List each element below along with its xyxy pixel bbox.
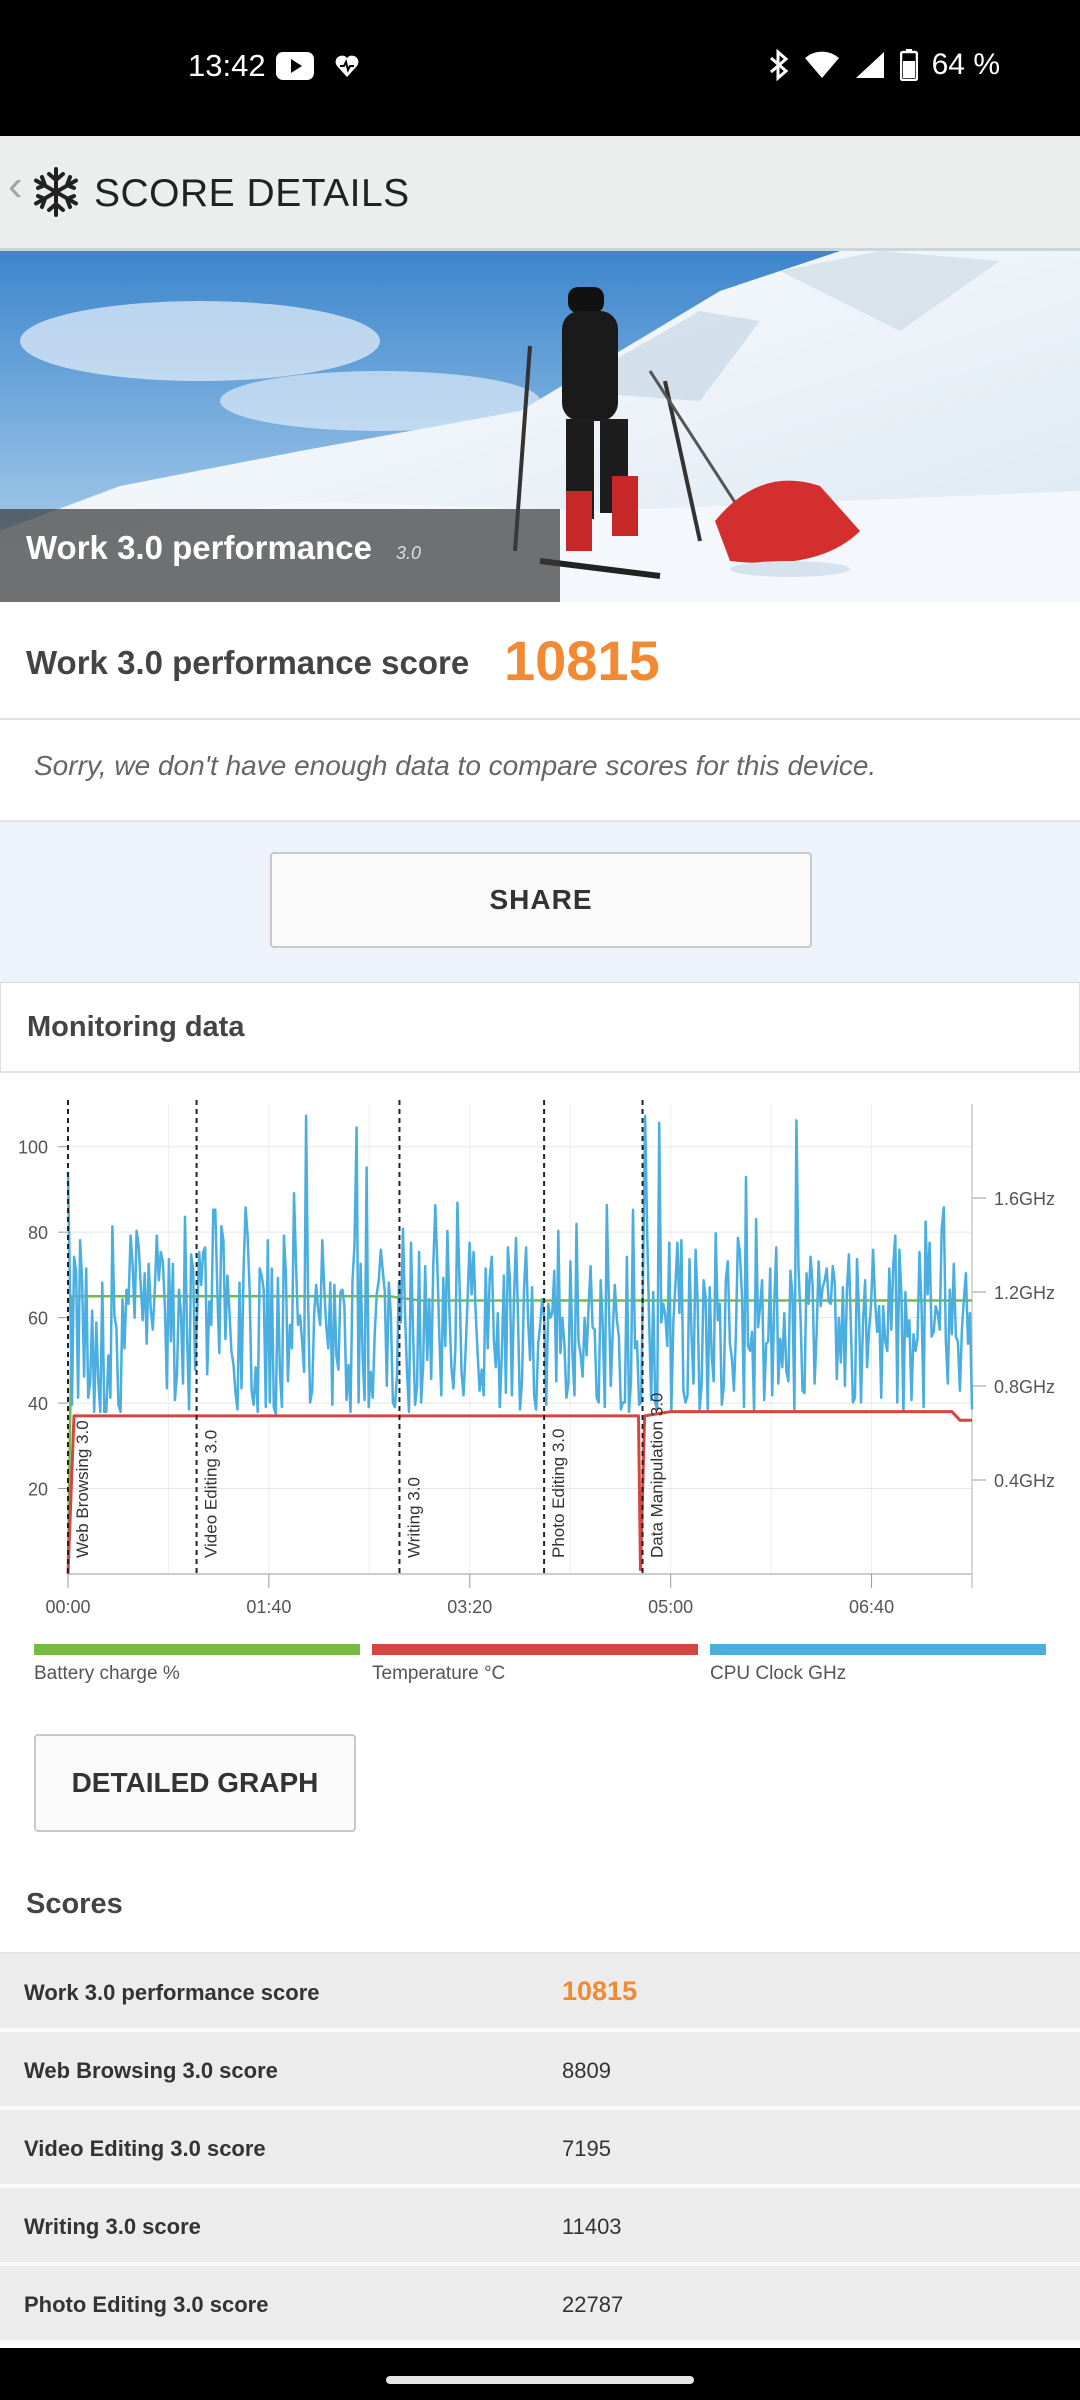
page-title: SCORE DETAILS xyxy=(94,172,410,215)
hero-caption xyxy=(0,509,560,602)
performance-score-label: Work 3.0 performance score xyxy=(26,644,470,681)
y-right-tick-label: 0.4GHz xyxy=(994,1471,1055,1491)
status-time: 13:42 xyxy=(188,48,266,83)
x-tick-label: 00:00 xyxy=(45,1597,90,1617)
legend-battery-swatch xyxy=(34,1644,360,1655)
navigation-bar xyxy=(0,2348,1080,2400)
share-section: SHARE xyxy=(0,822,1080,982)
table-row: Writing 3.0 score 11403 xyxy=(0,2188,1080,2266)
phase-marker-label: Photo Editing 3.0 xyxy=(549,1429,568,1558)
series-cpu-clock-line xyxy=(66,1114,974,1416)
y-left-tick-label: 20 xyxy=(28,1480,48,1500)
score-value: 7195 xyxy=(562,2136,611,2161)
compare-note: Sorry, we don't have enough data to comp… xyxy=(0,720,1080,822)
performance-score-row: Work 3.0 performance score 10815 xyxy=(0,602,1080,720)
score-name: Photo Editing 3.0 score xyxy=(24,2292,269,2317)
score-name: Video Editing 3.0 score xyxy=(24,2136,266,2161)
x-tick-label: 03:20 xyxy=(447,1597,492,1617)
y-right-tick-label: 1.6GHz xyxy=(994,1189,1055,1209)
score-name: Web Browsing 3.0 score xyxy=(24,2058,278,2083)
legend-battery: Battery charge % xyxy=(34,1644,360,1700)
cell-signal-icon xyxy=(855,52,884,78)
table-row: Video Editing 3.0 score 7195 xyxy=(0,2110,1080,2188)
detailed-graph-button[interactable]: DETAILED GRAPH xyxy=(34,1734,356,1832)
legend-temperature-swatch xyxy=(372,1644,698,1655)
score-value: 8809 xyxy=(562,2058,611,2083)
legend-cpu-label: CPU Clock GHz xyxy=(710,1663,847,1684)
phase-marker-label: Web Browsing 3.0 xyxy=(73,1420,92,1558)
system-icons: 64 % xyxy=(768,48,1000,82)
x-tick-label: 01:40 xyxy=(246,1597,291,1617)
phase-marker-label: Data Manipulation 3.0 xyxy=(648,1393,667,1558)
y-right-tick-label: 0.8GHz xyxy=(994,1377,1055,1397)
table-row: Web Browsing 3.0 score 8809 xyxy=(0,2032,1080,2110)
monitoring-title: Monitoring data xyxy=(27,1011,245,1043)
scores-table: Work 3.0 performance score 10815 Web Bro… xyxy=(0,1954,1080,2344)
legend-cpu: CPU Clock GHz xyxy=(710,1644,1046,1700)
snowflake-icon[interactable] xyxy=(30,166,82,218)
score-value: 22787 xyxy=(562,2292,624,2317)
wifi-icon xyxy=(804,51,839,78)
table-row: Work 3.0 performance score 10815 xyxy=(0,1954,1080,2032)
notification-icons xyxy=(276,52,360,80)
performance-score-value: 10815 xyxy=(504,629,660,692)
home-gesture-handle[interactable] xyxy=(386,2376,694,2384)
heart-icon xyxy=(335,55,359,77)
skier-figure xyxy=(513,287,860,579)
y-left-tick-label: 80 xyxy=(28,1223,48,1243)
hero-version: 3.0 xyxy=(396,543,422,563)
score-name: Work 3.0 performance score xyxy=(24,1980,320,2005)
share-button[interactable]: SHARE xyxy=(270,852,812,948)
x-tick-label: 05:00 xyxy=(648,1597,693,1617)
back-chevron-icon[interactable]: ‹ xyxy=(8,161,23,210)
score-value: 10815 xyxy=(562,1976,638,2006)
scores-header: Scores xyxy=(0,1860,1080,1954)
y-left-tick-label: 100 xyxy=(18,1138,48,1158)
compare-note-text: Sorry, we don't have enough data to comp… xyxy=(34,750,877,781)
y-right-tick-label: 1.2GHz xyxy=(994,1283,1055,1303)
y-left-tick-label: 40 xyxy=(28,1394,48,1414)
battery-icon xyxy=(899,49,918,81)
app-bar: ‹ SCORE DETAILS xyxy=(0,136,1080,251)
hero-title: Work 3.0 performance xyxy=(26,529,373,566)
hero-banner: Work 3.0 performance 3.0 xyxy=(0,251,1080,602)
y-left-tick-label: 60 xyxy=(28,1309,48,1329)
youtube-icon xyxy=(276,52,314,80)
legend-temperature-label: Temperature °C xyxy=(372,1663,506,1684)
status-bar: 13:42 64 % xyxy=(0,0,1080,136)
score-value: 11403 xyxy=(562,2214,622,2239)
bluetooth-icon xyxy=(769,49,788,81)
monitoring-chart[interactable]: 20 40 60 80 100 0.4GHz 0.8GHz 1.2GHz 1.6GHz 00:00… xyxy=(0,1072,1080,1632)
legend-battery-label: Battery charge % xyxy=(34,1663,180,1684)
legend-cpu-swatch xyxy=(710,1644,1046,1655)
x-tick-label: 06:40 xyxy=(849,1597,894,1617)
scores-title: Scores xyxy=(26,1888,123,1920)
monitoring-header: Monitoring data xyxy=(0,982,1080,1073)
battery-percent: 64 % xyxy=(931,48,1000,81)
score-name: Writing 3.0 score xyxy=(24,2214,201,2239)
table-row: Photo Editing 3.0 score 22787 xyxy=(0,2266,1080,2344)
legend-temperature: Temperature °C xyxy=(372,1644,698,1700)
series-temperature-line xyxy=(66,1410,972,1575)
phase-marker-label: Writing 3.0 xyxy=(404,1477,423,1558)
phase-marker-label: Video Editing 3.0 xyxy=(202,1430,221,1558)
